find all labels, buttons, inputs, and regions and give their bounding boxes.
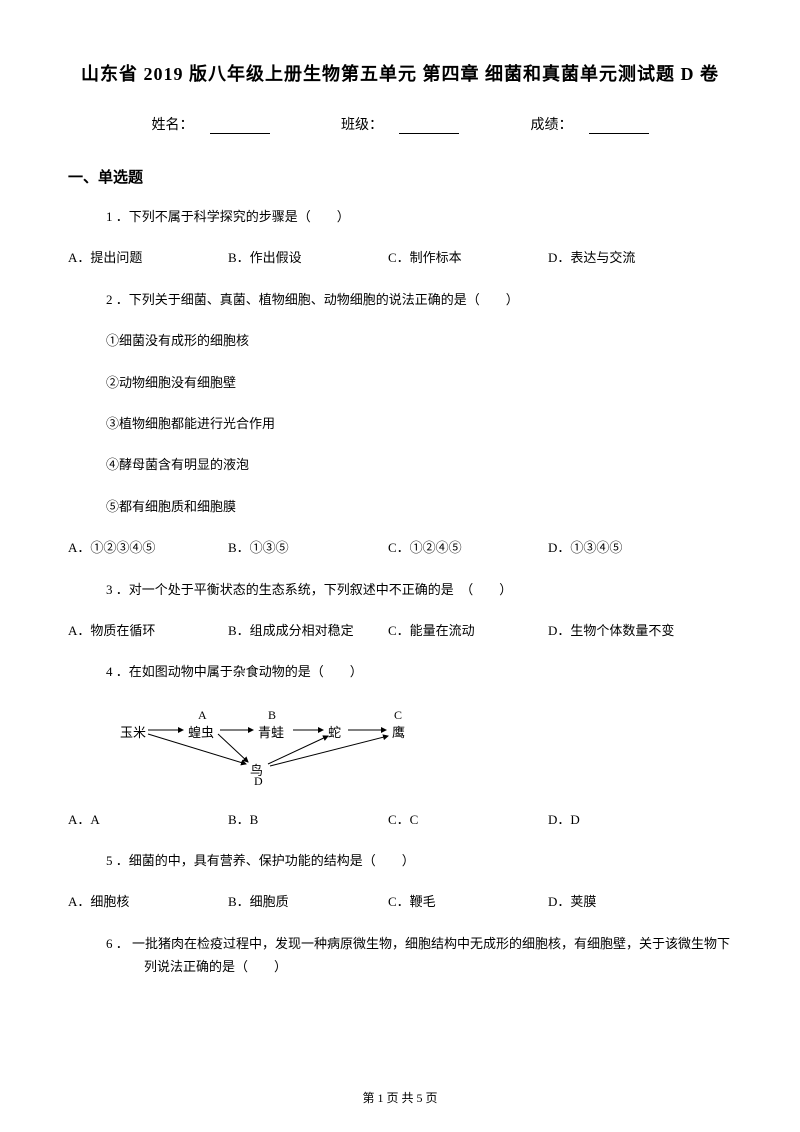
q2-text: 2 ．下列关于细菌、真菌、植物细胞、动物细胞的说法正确的是（ ） bbox=[68, 288, 732, 311]
label-c: C bbox=[394, 708, 402, 723]
name-blank bbox=[210, 120, 270, 134]
page-title: 山东省 2019 版八年级上册生物第五单元 第四章 细菌和真菌单元测试题 D 卷 bbox=[68, 60, 732, 86]
q2-s1: ①细菌没有成形的细胞核 bbox=[68, 329, 732, 352]
q1-text: 1 ．下列不属于科学探究的步骤是（ ） bbox=[68, 205, 732, 228]
q5-opt-b: B．细胞质 bbox=[228, 890, 388, 913]
q4-opt-d: D．D bbox=[548, 808, 708, 831]
label-a: A bbox=[198, 708, 207, 723]
page-footer: 第 1 页 共 5 页 bbox=[0, 1089, 800, 1106]
section-header: 一、单选题 bbox=[68, 166, 732, 187]
q5-options: A．细胞核 B．细胞质 C．鞭毛 D．荚膜 bbox=[68, 890, 732, 913]
q6-text: 6 ． 一批猪肉在检疫过程中，发现一种病原微生物，细胞结构中无成形的细胞核，有细… bbox=[106, 932, 732, 979]
q2-opt-a: A．①②③④⑤ bbox=[68, 536, 228, 559]
q2-s4: ④酵母菌含有明显的液泡 bbox=[68, 453, 732, 476]
q5-opt-a: A．细胞核 bbox=[68, 890, 228, 913]
q4-options: A．A B．B C．C D．D bbox=[68, 808, 732, 831]
q1-opt-d: D．表达与交流 bbox=[548, 246, 708, 269]
class-label: 班级： bbox=[341, 118, 383, 133]
q2-s5: ⑤都有细胞质和细胞膜 bbox=[68, 495, 732, 518]
q1-opt-b: B．作出假设 bbox=[228, 246, 388, 269]
q1-opt-c: C．制作标本 bbox=[388, 246, 548, 269]
q2-opt-c: C．①②④⑤ bbox=[388, 536, 548, 559]
q5-opt-d: D．荚膜 bbox=[548, 890, 708, 913]
q2-opt-b: B．①③⑤ bbox=[228, 536, 388, 559]
q1-options: A．提出问题 B．作出假设 C．制作标本 D．表达与交流 bbox=[68, 246, 732, 269]
q1-opt-a: A．提出问题 bbox=[68, 246, 228, 269]
node-frog: 青蛙 bbox=[258, 722, 284, 741]
q3-options: A．物质在循环 B．组成成分相对稳定 C．能量在流动 D．生物个体数量不变 bbox=[68, 619, 732, 642]
label-b: B bbox=[268, 708, 276, 723]
q2-opt-d: D．①③④⑤ bbox=[548, 536, 708, 559]
q3-text: 3 ．对一个处于平衡状态的生态系统，下列叙述中不正确的是 （ ） bbox=[68, 578, 732, 601]
q5-text: 5 ．细菌的中，具有营养、保护功能的结构是（ ） bbox=[68, 849, 732, 872]
q4-opt-c: C．C bbox=[388, 808, 548, 831]
q3-opt-b: B．组成成分相对稳定 bbox=[228, 619, 388, 642]
q3-opt-c: C．能量在流动 bbox=[388, 619, 548, 642]
q4-text: 4 ．在如图动物中属于杂食动物的是（ ） bbox=[68, 660, 732, 683]
node-eagle: 鹰 bbox=[392, 722, 405, 741]
score-label: 成绩： bbox=[531, 118, 573, 133]
info-row: 姓名： 班级： 成绩： bbox=[68, 114, 732, 134]
node-snake: 蛇 bbox=[328, 722, 341, 741]
score-blank bbox=[589, 120, 649, 134]
food-chain-diagram: 玉米 蝗虫 青蛙 蛇 鹰 鸟 A B C D bbox=[98, 702, 438, 790]
q4-opt-a: A．A bbox=[68, 808, 228, 831]
name-label: 姓名： bbox=[152, 118, 194, 133]
q3-opt-a: A．物质在循环 bbox=[68, 619, 228, 642]
node-corn: 玉米 bbox=[120, 722, 146, 741]
q5-opt-c: C．鞭毛 bbox=[388, 890, 548, 913]
label-d: D bbox=[254, 774, 263, 789]
q3-opt-d: D．生物个体数量不变 bbox=[548, 619, 708, 642]
q2-s2: ②动物细胞没有细胞壁 bbox=[68, 371, 732, 394]
node-locust: 蝗虫 bbox=[188, 722, 214, 741]
class-blank bbox=[399, 120, 459, 134]
q2-options: A．①②③④⑤ B．①③⑤ C．①②④⑤ D．①③④⑤ bbox=[68, 536, 732, 559]
q2-s3: ③植物细胞都能进行光合作用 bbox=[68, 412, 732, 435]
q4-opt-b: B．B bbox=[228, 808, 388, 831]
